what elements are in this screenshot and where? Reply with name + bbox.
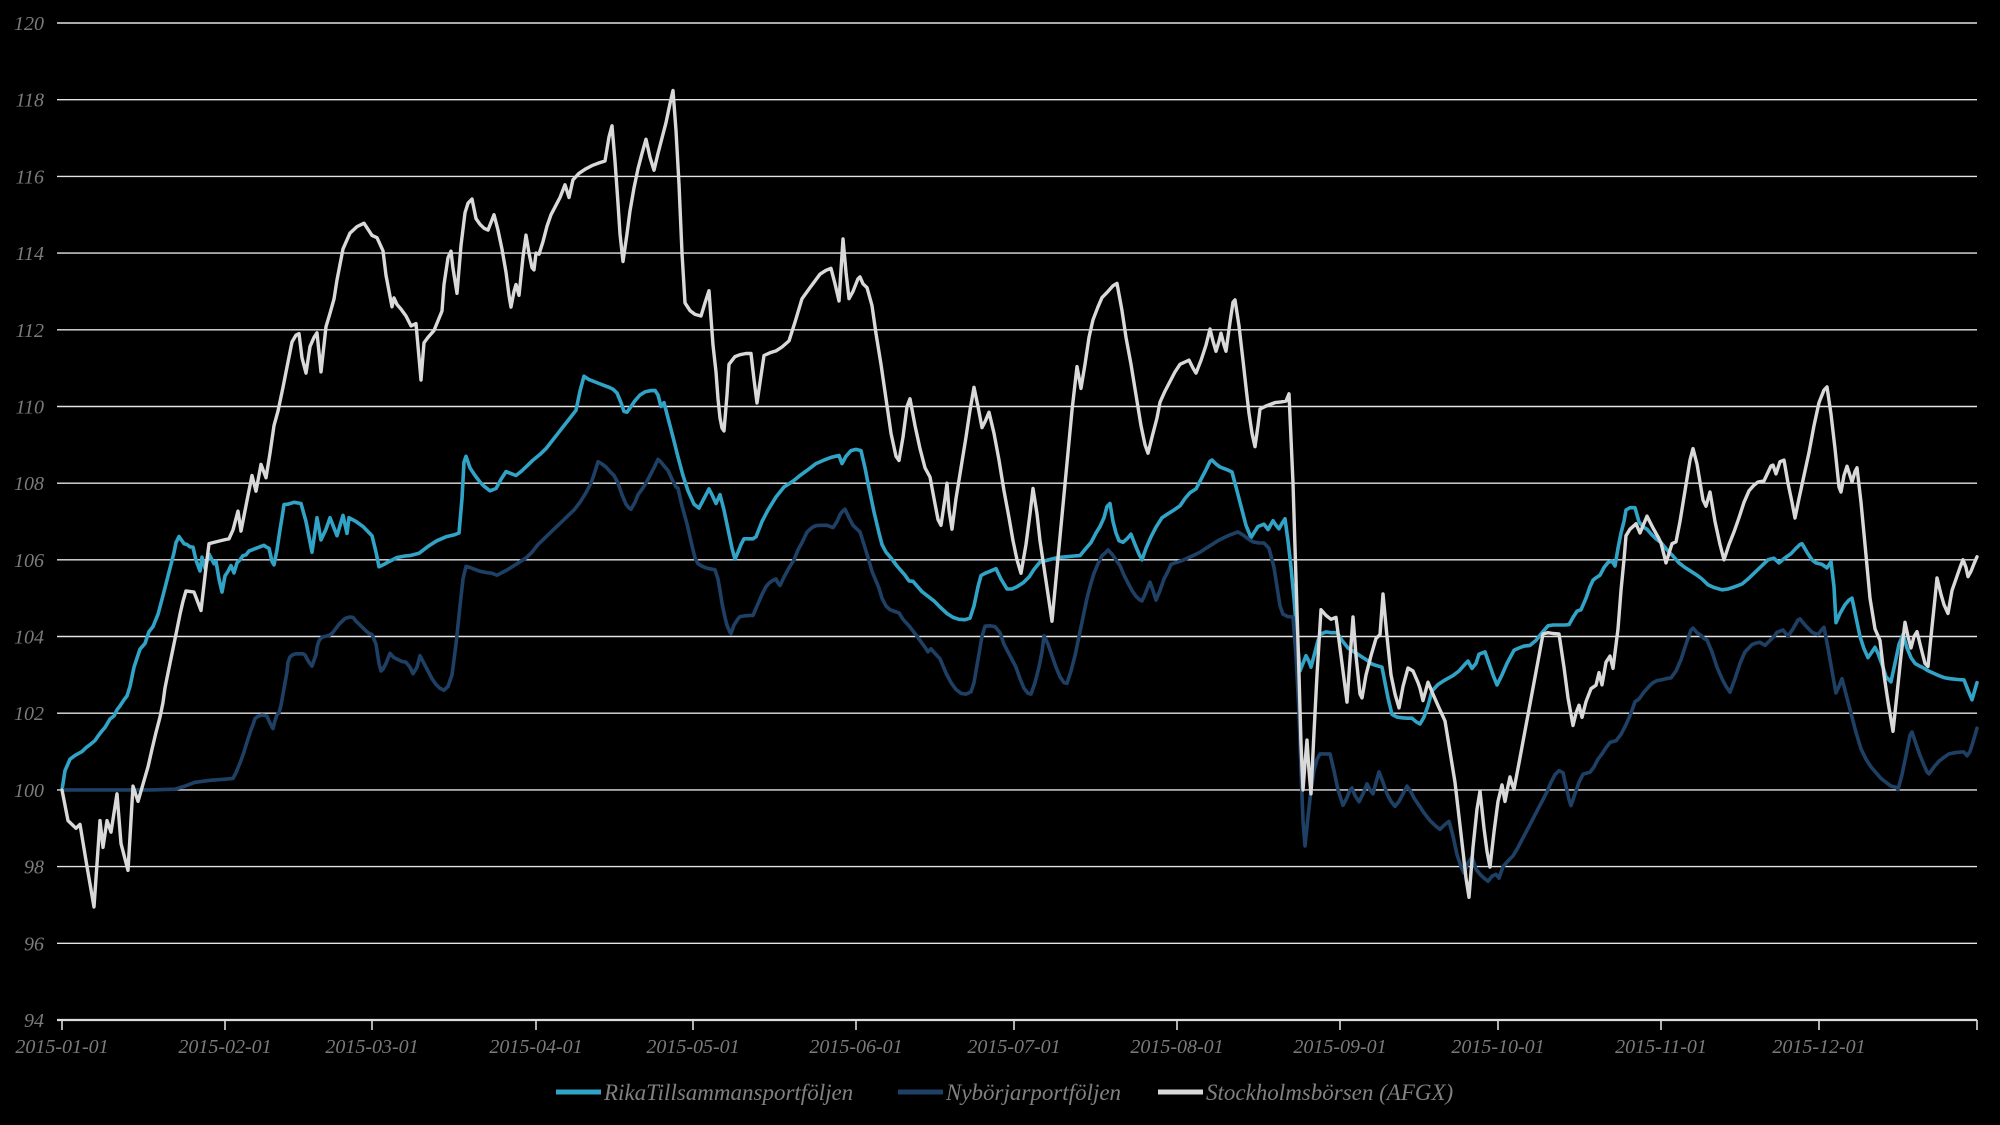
svg-text:2015-11-01: 2015-11-01	[1615, 1036, 1707, 1058]
svg-text:2015-04-01: 2015-04-01	[489, 1036, 582, 1058]
svg-text:RikaTillsammansportföljen: RikaTillsammansportföljen	[603, 1080, 853, 1105]
svg-text:112: 112	[15, 320, 44, 342]
svg-text:2015-09-01: 2015-09-01	[1293, 1036, 1386, 1058]
svg-text:118: 118	[15, 90, 44, 112]
svg-text:2015-03-01: 2015-03-01	[325, 1036, 418, 1058]
svg-text:108: 108	[14, 473, 44, 495]
svg-text:98: 98	[24, 857, 44, 879]
svg-text:120: 120	[14, 13, 44, 35]
svg-text:2015-08-01: 2015-08-01	[1130, 1036, 1223, 1058]
svg-text:116: 116	[15, 166, 44, 188]
svg-text:100: 100	[14, 780, 44, 802]
svg-text:2015-01-01: 2015-01-01	[15, 1036, 108, 1058]
svg-text:2015-12-01: 2015-12-01	[1772, 1036, 1865, 1058]
svg-text:104: 104	[14, 627, 44, 649]
svg-text:96: 96	[24, 933, 44, 955]
svg-text:Nybörjarportföljen: Nybörjarportföljen	[945, 1080, 1121, 1105]
svg-text:114: 114	[15, 243, 44, 265]
svg-text:110: 110	[15, 397, 44, 419]
svg-text:106: 106	[14, 550, 44, 572]
svg-text:102: 102	[14, 703, 44, 725]
svg-text:2015-10-01: 2015-10-01	[1451, 1036, 1544, 1058]
svg-text:Stockholmsbörsen (AFGX): Stockholmsbörsen (AFGX)	[1206, 1080, 1453, 1105]
svg-text:2015-06-01: 2015-06-01	[809, 1036, 902, 1058]
svg-text:2015-05-01: 2015-05-01	[646, 1036, 739, 1058]
svg-text:2015-02-01: 2015-02-01	[178, 1036, 271, 1058]
svg-text:2015-07-01: 2015-07-01	[967, 1036, 1060, 1058]
svg-text:94: 94	[24, 1010, 44, 1032]
